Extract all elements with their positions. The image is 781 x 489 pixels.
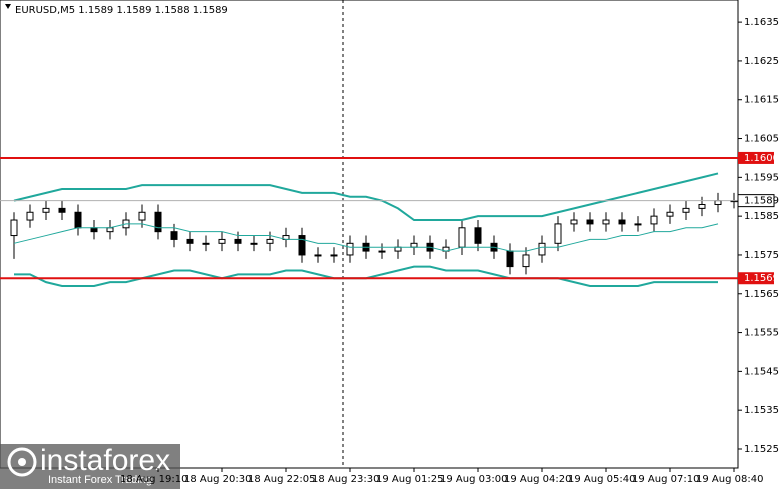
candle-body xyxy=(234,238,242,244)
candle-body xyxy=(58,207,66,213)
candle-body xyxy=(314,254,322,257)
menu-arrow xyxy=(5,4,11,9)
plot-frame xyxy=(0,0,739,469)
candle-body xyxy=(10,219,18,237)
candle-body xyxy=(74,211,82,229)
y-tick-label: 1.1535 xyxy=(744,405,779,416)
logo-tagline: Instant Forex Trading xyxy=(48,474,152,486)
x-tick-label: 19 Aug 05:40 xyxy=(568,474,635,485)
candle-body xyxy=(298,235,306,256)
candle-body xyxy=(202,242,210,245)
x-tick-label: 18 Aug 23:30 xyxy=(312,474,379,485)
current-price-label: 1.1589 xyxy=(744,196,779,207)
band-line xyxy=(13,172,719,222)
candle-body xyxy=(666,211,674,217)
x-tick-label: 19 Aug 01:25 xyxy=(376,474,443,485)
x-tick-label: 18 Aug 22:05 xyxy=(248,474,315,485)
candle-body xyxy=(378,250,386,253)
candle-body xyxy=(698,204,706,209)
candle-body xyxy=(138,211,146,221)
y-tick-label: 1.1575 xyxy=(744,250,779,261)
x-tick-label: 18 Aug 19:10 xyxy=(120,474,187,485)
candle-body xyxy=(154,211,162,233)
candle-body xyxy=(170,231,178,240)
chart-title: EURUSD,M5 1.1589 1.1589 1.1588 1.1589 xyxy=(15,5,228,16)
y-tick-label: 1.1635 xyxy=(744,17,779,28)
current-price-tag xyxy=(737,194,775,208)
y-tick-label: 1.1595 xyxy=(744,172,779,183)
candle-body xyxy=(394,246,402,252)
candle-body xyxy=(330,254,338,257)
logo-icon xyxy=(18,458,26,466)
candle-body xyxy=(586,219,594,225)
candle-body xyxy=(634,223,642,226)
band-line xyxy=(13,223,719,252)
level-label: 1.1600 xyxy=(744,153,779,164)
y-tick-label: 1.1615 xyxy=(744,95,779,106)
level-tag xyxy=(738,151,774,164)
candle-body xyxy=(186,238,194,244)
candle-body xyxy=(266,238,274,244)
candle-body xyxy=(618,219,626,225)
level-tag xyxy=(738,272,774,285)
y-tick-label: 1.1625 xyxy=(744,56,779,67)
candle-body xyxy=(506,250,514,268)
x-tick-label: 19 Aug 03:00 xyxy=(440,474,507,485)
candle-body xyxy=(218,238,226,244)
x-tick-label: 19 Aug 07:10 xyxy=(632,474,699,485)
y-tick-label: 1.1525 xyxy=(744,444,779,455)
candle-body xyxy=(42,207,50,213)
x-tick-label: 18 Aug 20:30 xyxy=(184,474,251,485)
y-tick-label: 1.1555 xyxy=(744,328,779,339)
candle-body xyxy=(106,227,114,233)
candle-body xyxy=(602,219,610,225)
x-tick-label: 19 Aug 08:40 xyxy=(696,474,763,485)
y-tick-label: 1.1565 xyxy=(744,289,779,300)
candle-body xyxy=(346,242,354,256)
candle-body xyxy=(714,200,722,206)
candle-body xyxy=(538,242,546,256)
candle-body xyxy=(474,227,482,244)
candle-body xyxy=(650,215,658,225)
candle-body xyxy=(522,254,530,268)
logo-icon xyxy=(7,447,37,477)
y-tick-label: 1.1605 xyxy=(744,134,779,145)
y-tick-label: 1.1545 xyxy=(744,366,779,377)
candle-body xyxy=(410,242,418,248)
level-label: 1.1569 xyxy=(744,273,779,284)
y-tick-label: 1.1585 xyxy=(744,211,779,222)
x-tick-label: 19 Aug 04:20 xyxy=(504,474,571,485)
logo-name: instaforex xyxy=(40,444,170,477)
candle-body xyxy=(554,223,562,244)
candle-body xyxy=(26,211,34,221)
candle-body xyxy=(570,219,578,225)
logo: instaforex Instant Forex Trading xyxy=(0,444,180,489)
candle-body xyxy=(250,242,258,245)
candle-body xyxy=(682,207,690,213)
candle-body xyxy=(458,227,466,248)
candle-body xyxy=(90,227,98,233)
